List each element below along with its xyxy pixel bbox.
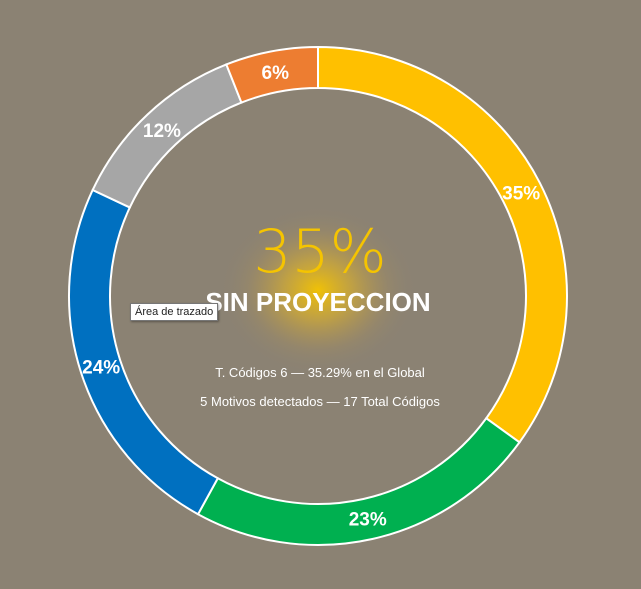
- center-line-1: T. Códigos 6 — 35.29% en el Global: [215, 365, 425, 380]
- slice-labels: 35% 23% 24% 12% 6%: [82, 63, 540, 530]
- slice-label-3: 24%: [82, 357, 120, 378]
- slice-label-4: 12%: [143, 121, 181, 142]
- slice-label-1: 35%: [502, 183, 540, 204]
- center-title: SIN PROYECCION: [205, 287, 430, 317]
- donut-slice-5[interactable]: [225, 45, 319, 104]
- tooltip: Área de trazado: [130, 303, 219, 321]
- center-line-2: 5 Motivos detectados — 17 Total Códigos: [200, 394, 440, 409]
- donut-slice-3[interactable]: [68, 188, 220, 516]
- slice-label-5: 6%: [262, 63, 290, 84]
- center-big-value: 35%: [253, 217, 386, 287]
- slice-label-2: 23%: [349, 510, 387, 531]
- donut-slices: [68, 45, 568, 546]
- center-glow: [218, 205, 418, 375]
